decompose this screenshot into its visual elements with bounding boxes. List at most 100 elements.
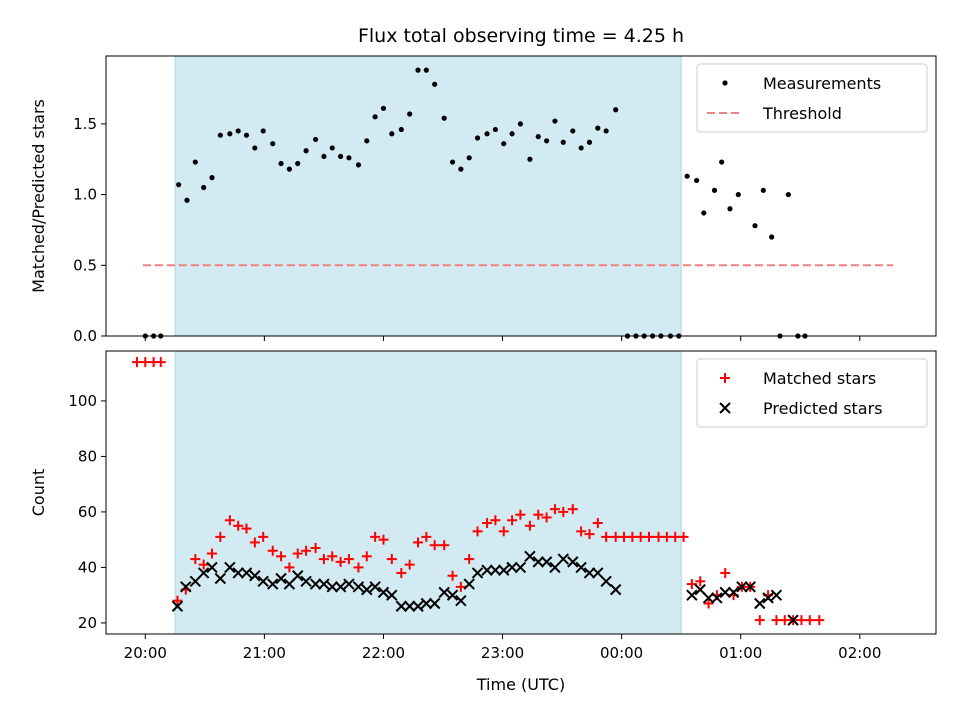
top-series-0-point-65	[711, 187, 718, 193]
bottom-series-0-point-16	[276, 551, 287, 562]
bottom-series-1-point-31-b	[438, 586, 450, 599]
top-series-0-point-39	[484, 131, 490, 137]
bottom-series-1-point-47	[575, 561, 587, 574]
bottom-series-1-point-54	[702, 592, 715, 604]
bottom-series-1-point-5-b	[214, 572, 227, 585]
bottom-series-1-point-10-b	[257, 575, 269, 587]
bottom-series-0-point-13	[249, 537, 260, 548]
bottom-series-1-point-9-b	[249, 570, 261, 582]
bottom-series-1-point-6-b	[224, 561, 236, 574]
bottom-series-0-point-0	[131, 357, 142, 368]
bottom-series-0-point-33	[421, 531, 432, 542]
top-axes-frame	[105, 55, 937, 337]
bottom-series-1-point-0-b	[171, 600, 184, 612]
bottom-x-tick-label-1: 21:00	[243, 644, 286, 662]
bottom-series-0-point-12	[241, 523, 252, 534]
top-series-0-point-53	[603, 128, 609, 134]
bottom-series-1-point-59-b	[744, 581, 756, 593]
top-series-0-point-4	[184, 197, 190, 203]
bottom-series-1-point-60	[754, 597, 766, 610]
bottom-series-0-point-52	[584, 529, 595, 540]
top-series-0	[142, 67, 808, 339]
bottom-series-0-point-15	[267, 545, 278, 556]
bottom-series-1-point-56	[719, 586, 731, 599]
bottom-series-0-point-44	[515, 509, 526, 520]
bottom-legend-handle-0	[720, 373, 730, 383]
top-series-0-point-45	[535, 134, 541, 140]
top-series-0-point-38	[474, 135, 481, 141]
bottom-series-0-point-10	[224, 515, 235, 526]
bottom-legend-label-0: Matched stars	[763, 369, 876, 388]
bottom-series-1-point-39-b	[506, 561, 518, 574]
bottom-series-0-point-65	[695, 576, 706, 587]
bottom-series-1-point-57	[727, 586, 740, 599]
top-series-0-point-67	[727, 206, 733, 212]
bottom-series-0-point-29	[386, 554, 397, 565]
top-series-0-point-66	[719, 159, 725, 165]
bottom-series-1-point-37-b	[489, 564, 502, 576]
bottom-series-0-point-63	[678, 531, 689, 542]
top-y-axis-label: Matched/Predicted stars	[29, 99, 48, 293]
top-series-0-point-29	[398, 126, 404, 133]
top-series-0-point-44	[527, 156, 533, 162]
bottom-series-1-point-62	[770, 589, 783, 601]
bottom-series-1-point-15	[300, 575, 312, 587]
bottom-series-0-point-19	[301, 545, 312, 556]
bottom-y-tick-label-0: 20	[78, 614, 97, 632]
bottom-x-tick-label-2: 22:00	[362, 644, 405, 662]
bottom-series-1-point-7-b	[232, 567, 244, 579]
bottom-x-tick-label-5: 01:00	[719, 644, 762, 662]
bottom-series-1-point-39	[506, 561, 518, 574]
bottom-series-1-point-20-b	[343, 578, 355, 590]
bottom-legend-handle-1	[719, 402, 731, 414]
bottom-series-0-point-27	[370, 531, 381, 542]
bottom-series-1-point-43-b	[540, 556, 553, 568]
top-series-0-point-71	[769, 234, 775, 240]
bottom-series-1-point-45-b	[557, 553, 569, 565]
bottom-series-1-point-14-b	[292, 570, 304, 582]
bottom-series-1-point-4	[206, 561, 218, 574]
top-series-0-point-23	[346, 155, 352, 161]
bottom-series-1-point-35	[471, 567, 484, 579]
bottom-series-1-point-25-b	[386, 589, 398, 601]
bottom-series-1-point-12-b	[275, 572, 287, 585]
bottom-series-0-point-47	[541, 512, 552, 523]
bottom-series-0-point-30	[396, 567, 407, 578]
bottom-x-tick-label-0: 20:00	[124, 644, 167, 662]
bottom-x-tick-label-3: 23:00	[481, 644, 524, 662]
bottom-series-1-point-5	[214, 572, 227, 585]
bottom-series-1-point-46-b	[567, 556, 579, 568]
bottom-legend-label-1: Predicted stars	[763, 399, 883, 418]
bottom-series-1-point-47-b	[575, 561, 587, 574]
bottom-series-0-point-62	[670, 531, 681, 542]
bottom-series-1-point-31	[438, 586, 450, 599]
bottom-series-1-point-6	[224, 561, 236, 574]
bottom-series-1-point-34-b	[463, 578, 475, 590]
bottom-series-1-point-43	[540, 556, 553, 568]
bottom-series-1-point-42-b	[532, 556, 544, 568]
bottom-series-1-point-54-b	[702, 592, 715, 604]
bottom-series-1-point-24	[377, 586, 390, 599]
top-series-0-point-63	[694, 177, 700, 184]
bottom-series-0-point-43	[507, 515, 518, 526]
bottom-legend-handle-1-b	[719, 402, 731, 414]
bottom-y-axis-label: Count	[29, 469, 48, 517]
top-series-0-point-42	[509, 131, 515, 137]
bottom-series-1-point-7	[232, 567, 244, 579]
bottom-series-0-point-75	[779, 615, 790, 626]
bottom-series-0-point-53	[592, 518, 603, 529]
bottom-series-0-point-59	[644, 531, 655, 542]
bottom-series-1-point-34	[463, 578, 475, 590]
bottom-series-0-point-17	[284, 562, 295, 573]
bottom-series-1-point-21-b	[352, 581, 365, 593]
bottom-series-1-point-52-b	[686, 589, 698, 601]
top-series-0-point-11	[243, 132, 250, 138]
bottom-series-1-point-29	[420, 597, 433, 610]
top-series-0-point-52	[595, 125, 601, 131]
bottom-series-0-point-54	[601, 531, 612, 542]
bottom-series-1-point-59	[744, 581, 756, 593]
bottom-series-0-point-46	[533, 509, 544, 520]
bottom-series-1-point-22-b	[361, 583, 373, 596]
bottom-series-1-point-48-b	[583, 567, 596, 579]
top-legend-label-1: Threshold	[762, 104, 842, 123]
